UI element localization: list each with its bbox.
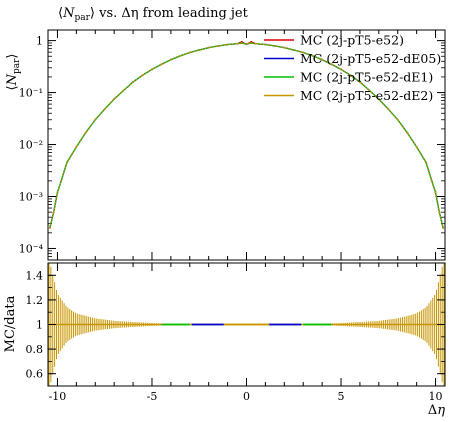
data-point: [368, 89, 371, 92]
x-tick-label: 0: [243, 390, 250, 403]
data-point: [273, 45, 276, 47]
data-point: [48, 226, 51, 229]
x-tick-label: -5: [147, 390, 158, 403]
legend-label: MC (2j-pT5-e52-dE05): [300, 51, 441, 66]
x-tick-label: 10: [429, 390, 443, 403]
legend: MC (2j-pT5-e52) MC (2j-pT5-e52-dE05) MC (2…: [264, 33, 441, 103]
data-point: [84, 131, 87, 134]
data-point: [406, 131, 409, 134]
data-point: [302, 51, 305, 54]
main-y-tick-label: 10⁻³: [19, 191, 43, 204]
ratio-y-tick-label: 1: [36, 319, 43, 332]
data-point: [188, 51, 191, 54]
ratio-y-tick-label: 1.2: [26, 294, 44, 307]
ratio-y-tick-label: 0.8: [26, 343, 44, 356]
ratio-y-tick-label: 1.4: [26, 269, 44, 282]
data-point: [250, 42, 253, 44]
data-point: [226, 43, 229, 46]
data-point: [236, 42, 238, 45]
data-point: [283, 46, 286, 49]
data-point: [198, 49, 201, 51]
data-point: [438, 211, 441, 214]
data-point: [132, 81, 134, 83]
data-point: [52, 211, 55, 214]
data-point: [207, 46, 210, 49]
data-point: [75, 146, 78, 148]
data-point: [169, 58, 172, 61]
data-point: [292, 49, 295, 51]
data-point: [264, 43, 267, 46]
data-point: [359, 81, 361, 83]
data-point: [349, 74, 352, 77]
data-point: [179, 54, 182, 57]
data-point: [434, 191, 437, 194]
main-y-tick-label: 1: [36, 35, 43, 48]
data-point: [442, 226, 445, 229]
ratio-y-axis-label: MC/data: [3, 295, 18, 352]
data-point: [94, 118, 97, 121]
ratio-panel: 1.4 1.2 1 0.8 0.6 -10 -5 0 5 10 MC/data Δη: [3, 262, 446, 418]
data-point: [141, 74, 144, 77]
main-panel: 1 10⁻¹ 10⁻² 10⁻³ 10⁻⁴ ⟨Npar⟩ MC (2j-pT5-e52)…: [5, 29, 446, 261]
data-point: [330, 63, 333, 66]
data-point: [396, 118, 399, 121]
x-tick-label: 5: [338, 390, 345, 403]
data-point: [415, 146, 418, 148]
x-tick-label: -10: [49, 390, 67, 403]
main-series: [48, 40, 445, 229]
data-point: [240, 42, 243, 44]
plot-title: ⟨Npar⟩ vs. Δη from leading jet: [58, 6, 249, 23]
data-point: [113, 98, 116, 100]
data-point: [321, 58, 324, 61]
main-y-tick-label: 10⁻²: [19, 139, 43, 152]
data-point: [255, 42, 257, 45]
data-point: [151, 68, 153, 71]
ratio-ticks: 1.4 1.2 1 0.8 0.6 -10 -5 0 5 10: [26, 262, 445, 403]
main-y-axis-label: ⟨Npar⟩: [5, 54, 22, 91]
x-axis-label: Δη: [428, 403, 445, 418]
data-point: [387, 108, 390, 111]
data-point: [56, 191, 59, 194]
main-ticks: 1 10⁻¹ 10⁻² 10⁻³ 10⁻⁴: [19, 30, 445, 261]
series-3: [48, 42, 445, 229]
ratio-y-tick-label: 0.6: [26, 368, 44, 381]
main-y-tick-label: 10⁻¹: [19, 87, 43, 100]
ratio-error-bands: [48, 263, 445, 386]
data-point: [103, 108, 106, 111]
data-point: [217, 45, 220, 47]
data-point: [245, 43, 248, 45]
data-point: [311, 54, 314, 57]
legend-label: MC (2j-pT5-e52-dE1): [300, 70, 433, 85]
data-point: [122, 89, 125, 92]
data-point: [66, 161, 68, 164]
data-point: [430, 179, 433, 182]
data-point: [425, 161, 427, 164]
main-y-tick-label: 10⁻⁴: [19, 242, 44, 255]
data-point: [160, 63, 163, 66]
legend-label: MC (2j-pT5-e52): [300, 33, 404, 48]
data-point: [377, 98, 380, 100]
legend-label: MC (2j-pT5-e52-dE2): [300, 88, 433, 103]
data-point: [60, 179, 63, 182]
data-point: [340, 68, 342, 71]
